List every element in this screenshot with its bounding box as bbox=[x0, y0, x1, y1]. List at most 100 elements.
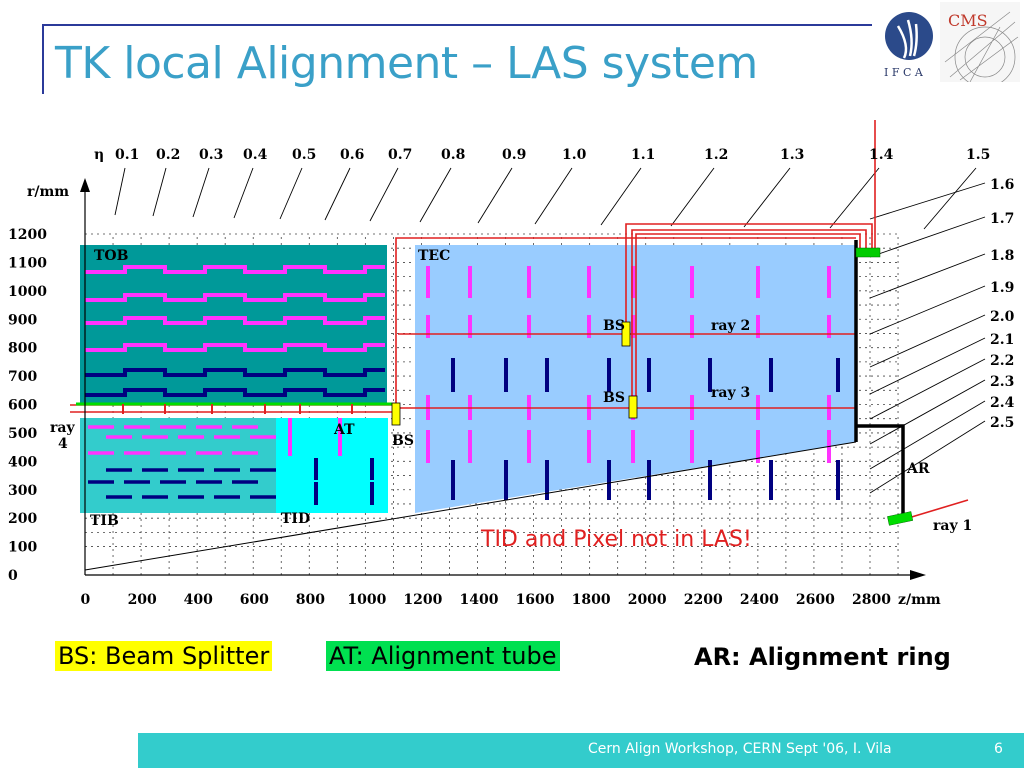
cms-logo: CMS bbox=[940, 2, 1020, 82]
y-tick-label: 400 bbox=[8, 454, 37, 470]
ray-4-label-a: ray bbox=[50, 420, 75, 436]
tracker-diagram: r/mm z/mm η 1200110010009008007006005004… bbox=[8, 120, 1015, 608]
x-tick-label: 600 bbox=[240, 592, 269, 608]
x-axis-arrow bbox=[910, 570, 926, 580]
title-rule-left bbox=[42, 24, 44, 94]
eta-right-labels: 1.6 1.7 1.8 1.9 2.0 2.1 2.2 2.3 2.4 2.5 bbox=[990, 177, 1015, 431]
eta-top-label: 1.3 bbox=[780, 147, 804, 163]
x-axis-label: z/mm bbox=[898, 592, 941, 608]
eta-top-label: 1.0 bbox=[562, 147, 587, 163]
tob-label: TOB bbox=[94, 248, 129, 264]
eta-top-label: 1.2 bbox=[704, 147, 728, 163]
x-tick-label: 2400 bbox=[740, 592, 779, 608]
tid-pixel-note: TID and Pixel not in LAS! bbox=[480, 527, 752, 552]
ray-3-label: ray 3 bbox=[711, 385, 750, 401]
x-tick-label: 1400 bbox=[460, 592, 499, 608]
tid-label: TID bbox=[281, 511, 310, 527]
eta-top-label: 0.6 bbox=[340, 147, 364, 163]
y-axis-arrow bbox=[80, 178, 90, 192]
eta-top-label: 0.1 bbox=[115, 147, 139, 163]
x-tick-label: 0 bbox=[81, 592, 91, 608]
x-tick-label: 1000 bbox=[347, 592, 386, 608]
x-tick-label: 1200 bbox=[403, 592, 442, 608]
y-tick-label: 700 bbox=[8, 369, 37, 385]
beam-splitter-ray2 bbox=[621, 321, 631, 347]
y-tick-label: 0 bbox=[8, 568, 18, 584]
alignment-ring bbox=[854, 240, 905, 516]
legend-alignment-tube: AT: Alignment tube bbox=[326, 641, 560, 671]
tob-ladder bbox=[85, 293, 385, 302]
eta-top-label: 0.5 bbox=[292, 147, 316, 163]
eta-top-label: 0.3 bbox=[199, 147, 223, 163]
footer-bar bbox=[138, 733, 1024, 768]
eta-right-label: 2.1 bbox=[990, 332, 1014, 348]
eta-symbol: η bbox=[94, 147, 104, 163]
ifca-logo-text: I F C A bbox=[884, 66, 924, 79]
y-tick-label: 500 bbox=[8, 426, 37, 442]
slide-title: TK local Alignment – LAS system bbox=[55, 38, 758, 89]
beam-line bbox=[84, 441, 857, 571]
eta-right-label: 2.0 bbox=[990, 309, 1015, 325]
y-tick-label: 300 bbox=[8, 483, 37, 499]
axes bbox=[84, 185, 918, 576]
eta-top-labels: 0.1 0.2 0.3 0.4 0.5 0.6 0.7 0.8 0.9 1.0 1.1 1.2 1.3 1… bbox=[115, 147, 990, 163]
x-tick-label: 2600 bbox=[796, 592, 835, 608]
bs-feed bbox=[395, 237, 856, 404]
x-tick-label: 1800 bbox=[572, 592, 611, 608]
bs-label-ray3: BS bbox=[603, 390, 625, 406]
eta-top-label: 1.1 bbox=[631, 147, 655, 163]
tob-ladder bbox=[85, 316, 385, 325]
legend-alignment-ring: AR: Alignment ring bbox=[694, 643, 951, 671]
y-tick-label: 600 bbox=[8, 398, 37, 414]
y-tick-label: 100 bbox=[8, 540, 37, 556]
cms-logo-text: CMS bbox=[948, 11, 988, 30]
eta-top-label: 1.4 bbox=[869, 147, 894, 163]
eta-right-label: 2.2 bbox=[990, 353, 1014, 369]
x-tick-label: 1600 bbox=[516, 592, 555, 608]
legend-beam-splitter: BS: Beam Splitter bbox=[55, 641, 273, 671]
y-axis-label: r/mm bbox=[27, 184, 69, 200]
eta-right-label: 1.8 bbox=[990, 248, 1014, 264]
ray-2-label: ray 2 bbox=[711, 318, 750, 334]
eta-lines bbox=[114, 167, 986, 494]
ar-mount-bottom bbox=[887, 511, 914, 526]
tid-region bbox=[276, 418, 388, 513]
page-number: 6 bbox=[994, 741, 1003, 757]
eta-top-label: 0.4 bbox=[243, 147, 268, 163]
at-beam-ticks bbox=[122, 404, 353, 414]
x-tick-label: 2000 bbox=[628, 592, 667, 608]
eta-top-label: 0.2 bbox=[156, 147, 180, 163]
ray-3-feed bbox=[631, 229, 867, 408]
footer-text: Cern Align Workshop, CERN Sept '06, I. V… bbox=[588, 741, 892, 757]
ifca-logo: I F C A bbox=[884, 12, 933, 79]
eta-right-label: 1.7 bbox=[990, 211, 1014, 227]
eta-right-label: 2.5 bbox=[990, 415, 1014, 431]
eta-right-label: 1.6 bbox=[990, 177, 1014, 193]
x-tick-label: 400 bbox=[184, 592, 213, 608]
ray-3-feed-b bbox=[635, 233, 861, 408]
tob-ladder bbox=[85, 388, 385, 397]
eta-right-label: 2.4 bbox=[990, 395, 1015, 411]
eta-top-label: 0.9 bbox=[502, 147, 526, 163]
tob-ladder bbox=[85, 343, 385, 352]
eta-top-label: 0.7 bbox=[388, 147, 412, 163]
beam-splitter-main bbox=[391, 402, 401, 426]
tec-label: TEC bbox=[418, 248, 450, 264]
y-tick-label: 800 bbox=[8, 341, 37, 357]
ar-label: AR bbox=[906, 461, 930, 477]
y-tick-label: 200 bbox=[8, 511, 37, 527]
tib-label: TIB bbox=[90, 513, 119, 529]
at-label: AT bbox=[333, 422, 355, 438]
y-tick-label: 1000 bbox=[8, 284, 47, 300]
x-tick-label: 2200 bbox=[684, 592, 723, 608]
title-rule bbox=[42, 24, 872, 26]
ray-2-feed bbox=[625, 223, 873, 334]
beam-splitter-ray3 bbox=[628, 395, 638, 419]
ray-1-label: ray 1 bbox=[933, 518, 972, 534]
tib-modules bbox=[88, 425, 276, 499]
tob-ladder bbox=[85, 265, 385, 274]
x-tick-label: 200 bbox=[128, 592, 157, 608]
y-tick-label: 1200 bbox=[8, 227, 47, 243]
ray-4-label-b: 4 bbox=[58, 436, 68, 452]
